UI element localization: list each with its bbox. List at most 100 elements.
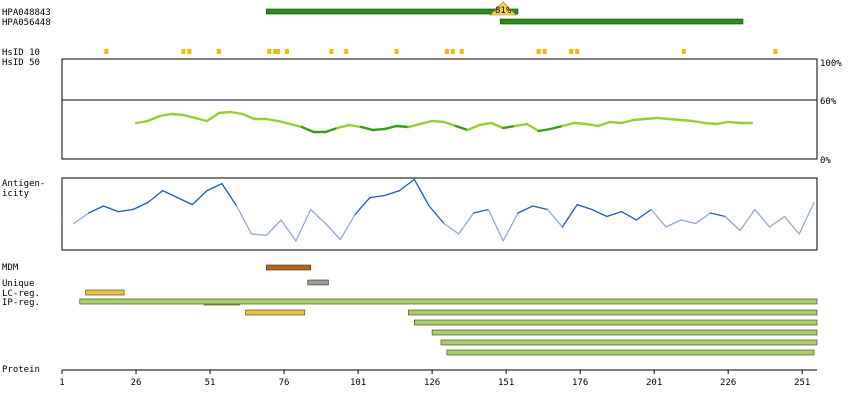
antigenicity-segment-19 [339, 213, 356, 241]
track-3-range-1 [79, 298, 818, 305]
antigenicity-segment-39 [635, 208, 652, 221]
antigenicity-segment-1 [73, 212, 90, 225]
similarity-segment-46 [667, 117, 683, 122]
similarity-segment-47 [679, 118, 694, 123]
similarity-segment-15 [300, 125, 315, 134]
antigenicity-segment-25 [428, 205, 445, 225]
antigenicity-segment-16 [295, 208, 312, 242]
antigenicity-segment-14 [265, 219, 282, 237]
hsid-mark-7 [276, 49, 281, 54]
protein-axis-label: Protein [2, 365, 40, 375]
antigenicity-segment-11 [221, 182, 238, 207]
track-3-range-5 [440, 339, 818, 346]
antigenicity-line [73, 178, 815, 242]
antigenicity-segment-22 [384, 189, 401, 197]
hsid-mark-3 [187, 49, 192, 54]
antigenicity-segment-47 [754, 208, 771, 228]
antigenicity-segment-33 [546, 208, 564, 228]
similarity-segment-18 [336, 123, 351, 130]
similarity-segment-22 [383, 124, 398, 131]
similarity-segment-31 [490, 121, 505, 130]
similarity-segment-41 [608, 120, 623, 125]
hsid-mark-10 [344, 49, 349, 54]
antigen-label-2: HPA056448 [2, 18, 51, 28]
hsid-mark-18 [575, 49, 580, 54]
antigenicity-segment-8 [176, 196, 193, 206]
hsid-mark-13 [450, 49, 455, 54]
track-3-range-4 [431, 329, 818, 336]
axis-tick-label-7: 151 [498, 378, 514, 388]
track-bars [79, 264, 818, 356]
similarity-segment-1 [134, 119, 150, 125]
antigen-label-1: HPA048843 [2, 8, 51, 18]
track-2-range-1 [85, 289, 125, 296]
antigenicity-segment-27 [458, 212, 475, 235]
similarity-segment-13 [276, 119, 292, 126]
hsid-mark-1 [104, 49, 109, 54]
track-3-range-2 [408, 309, 818, 316]
similarity-segment-21 [371, 127, 386, 132]
axis-tick-label-1: 1 [59, 378, 64, 388]
axis-tick-label-5: 101 [350, 378, 366, 388]
hsid-mark-16 [542, 49, 547, 54]
similarity-line [134, 110, 754, 134]
similarity-segment-30 [478, 121, 493, 127]
antigenicity-segment-24 [413, 178, 430, 207]
overlap-triangle [489, 1, 517, 16]
antigenicity-segment-23 [398, 178, 415, 192]
similarity-segment-37 [561, 121, 576, 128]
axis-tick-label-3: 51 [205, 378, 216, 388]
hsid-marks [104, 49, 778, 54]
similarity-segment-24 [407, 122, 422, 129]
similarity-segment-38 [573, 121, 588, 126]
antigenicity-segment-38 [620, 210, 638, 221]
antigenicity-segment-46 [739, 208, 756, 232]
track-label-lc-reg: LC-reg. [2, 289, 40, 299]
antigenicity-segment-34 [561, 203, 578, 228]
hsid-mark-6 [273, 49, 278, 54]
track-label-unique: Unique [2, 279, 35, 289]
similarity-segment-42 [620, 118, 635, 125]
antigenicity-segment-32 [532, 205, 549, 211]
hsid-50-label: HsID 50 [2, 58, 40, 68]
antigenicity-segment-3 [102, 205, 119, 213]
hsid-mark-15 [536, 49, 541, 54]
antigenicity-segment-30 [502, 212, 519, 242]
antigenicity-segment-29 [487, 208, 504, 242]
similarity-segment-28 [454, 124, 469, 132]
similarity-segment-14 [288, 122, 304, 129]
hsid-mark-5 [267, 49, 272, 54]
antigen-bar-1 [265, 8, 519, 15]
similarity-panel [61, 58, 818, 160]
track-label-mdm: MDM [2, 263, 19, 273]
similarity-ylabel-mid: 60% [820, 97, 837, 107]
similarity-segment-29 [466, 123, 481, 132]
track-2-range-3 [245, 309, 306, 316]
similarity-ylabel-bottom: 0% [820, 156, 831, 166]
similarity-segment-27 [442, 120, 457, 128]
antigenicity-segment-42 [680, 219, 697, 225]
hsid-mark-20 [773, 49, 778, 54]
antigenicity-segment-7 [162, 189, 179, 199]
overlap-percent-label: 81% [495, 6, 512, 16]
similarity-segment-5 [182, 113, 197, 120]
track-3-range-6 [446, 349, 815, 356]
similarity-segment-26 [430, 119, 446, 124]
similarity-segment-45 [655, 116, 671, 121]
hsid-10-label: HsID 10 [2, 48, 40, 58]
antigen-bars [265, 8, 744, 25]
similarity-segment-6 [194, 116, 209, 123]
track-3-range-3 [414, 319, 818, 326]
similarity-segment-12 [265, 117, 280, 123]
similarity-segment-10 [241, 112, 256, 121]
similarity-segment-43 [632, 117, 647, 122]
antigenicity-segment-43 [694, 212, 712, 225]
axis-tick-label-4: 76 [279, 378, 290, 388]
similarity-segment-39 [584, 122, 600, 128]
similarity-segment-9 [229, 110, 244, 116]
protein-axis-ticks: 1 26 51 76 101 126 151 176 201 226 251 [59, 370, 810, 388]
similarity-segment-32 [501, 124, 517, 130]
antigenicity-segment-40 [650, 208, 667, 228]
antigenicity-segment-44 [709, 212, 726, 218]
antigenicity-label-line2: icity [2, 189, 30, 199]
